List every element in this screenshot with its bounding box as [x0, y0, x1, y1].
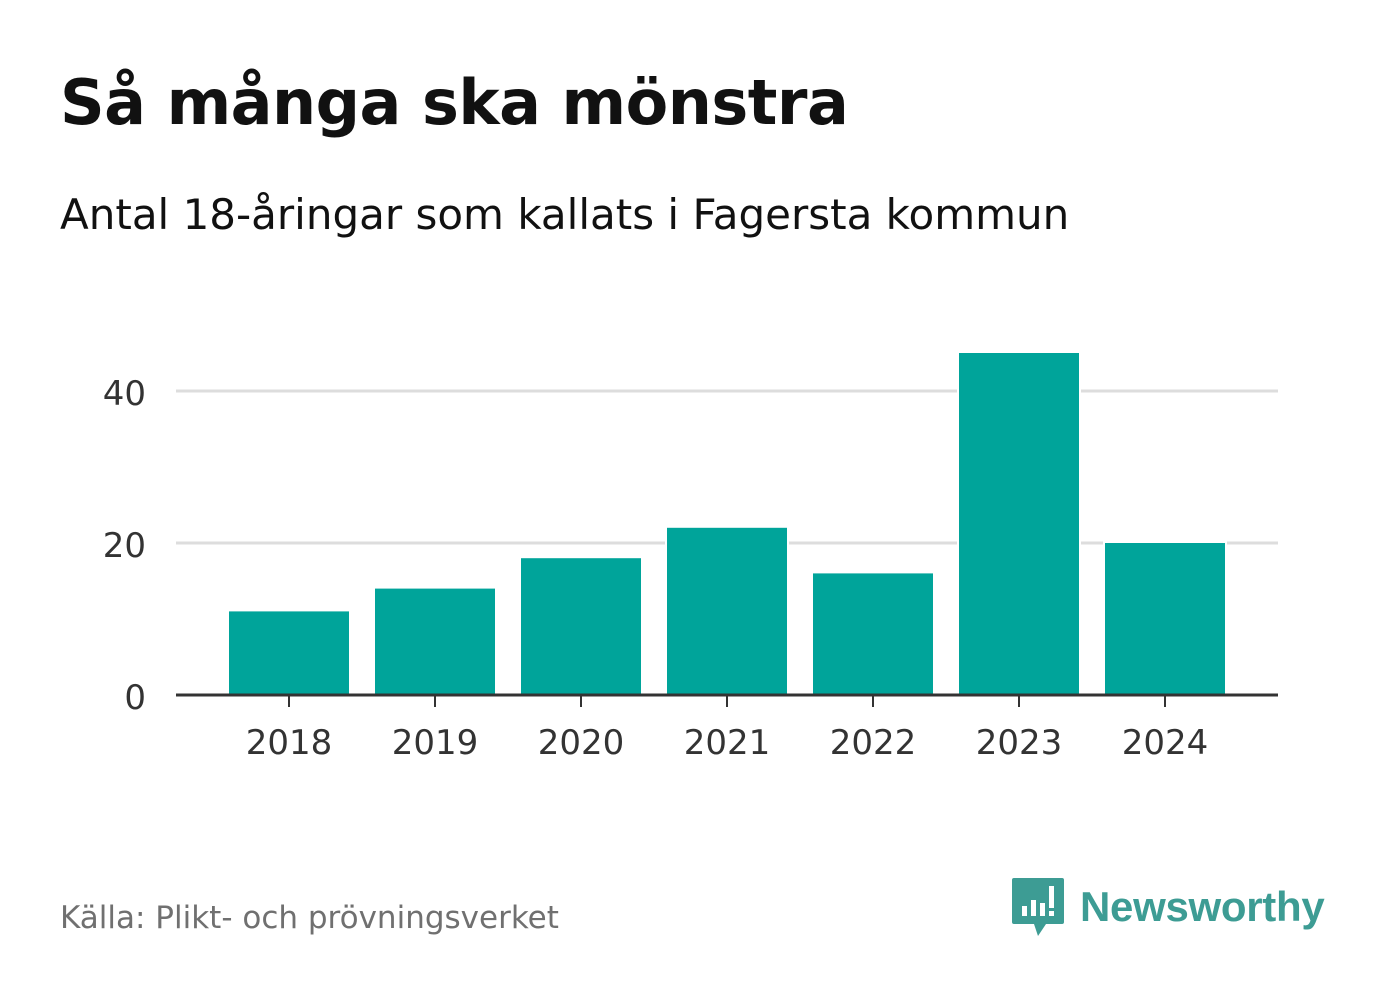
x-tick-label: 2021 — [684, 723, 771, 763]
chart-subtitle: Antal 18-åringar som kallats i Fagersta … — [60, 190, 1070, 239]
brand-logo: Newsworthy — [1010, 876, 1325, 938]
chart-title: Så många ska mönstra — [60, 66, 849, 139]
gridlines — [176, 389, 1278, 545]
x-tick-label: 2024 — [1122, 723, 1209, 763]
bar-2020 — [519, 556, 643, 698]
bar-2023 — [957, 351, 1081, 697]
source-note: Källa: Plikt- och prövningsverket — [60, 900, 559, 936]
bar-2024 — [1103, 541, 1227, 697]
x-tick-label: 2022 — [830, 723, 917, 763]
bar-2022 — [811, 571, 935, 698]
x-tick-label: 2023 — [976, 723, 1063, 763]
y-tick-label: 0 — [124, 678, 146, 718]
y-axis-ticks: 0 20 40 — [103, 374, 146, 718]
bar-2021 — [665, 525, 789, 697]
newsworthy-logo-icon — [1012, 878, 1064, 936]
y-tick-label: 40 — [103, 374, 146, 414]
brand-name: Newsworthy — [1080, 883, 1325, 930]
x-axis-ticks: 2018 2019 2020 2021 2022 2023 2024 — [246, 695, 1209, 763]
x-tick-label: 2019 — [392, 723, 479, 763]
bar-2018 — [227, 609, 351, 698]
bars — [227, 351, 1227, 698]
y-tick-label: 20 — [103, 526, 146, 566]
x-tick-label: 2018 — [246, 723, 333, 763]
x-tick-label: 2020 — [538, 723, 625, 763]
bar-2019 — [373, 586, 497, 697]
